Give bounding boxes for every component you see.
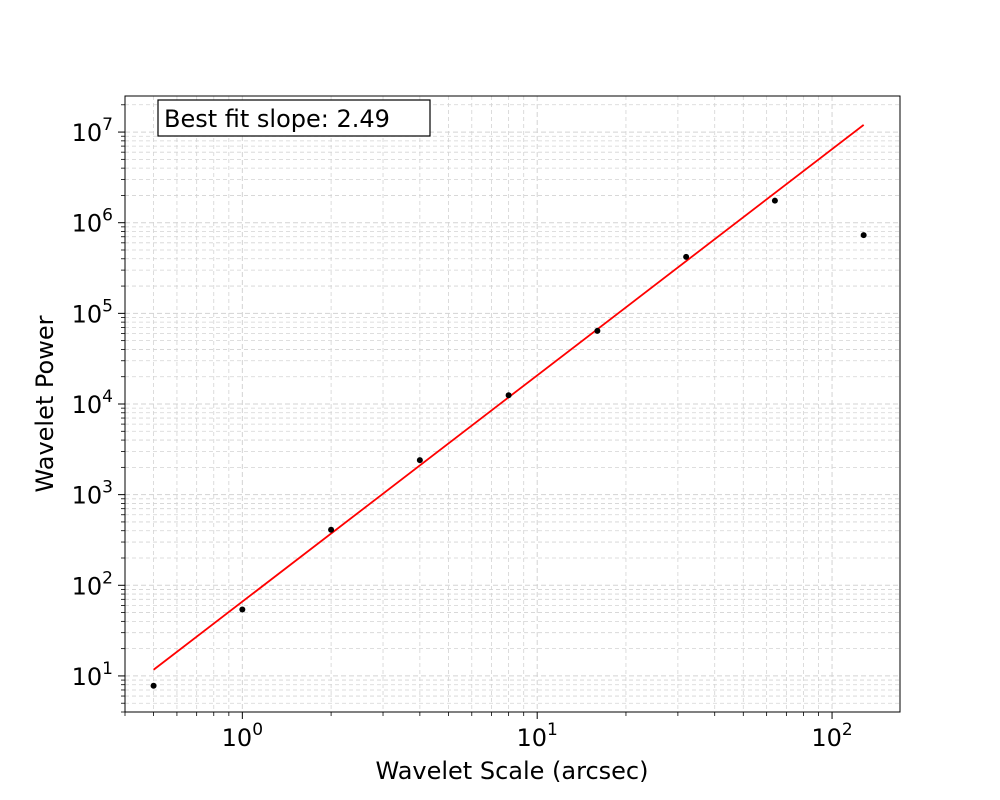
data-point — [328, 526, 335, 533]
x-tick-label: 101 — [517, 720, 558, 752]
y-tick-labels: 101 102 103 104 105 106 107 — [72, 115, 113, 691]
y-tick-label: 103 — [72, 478, 113, 510]
y-tick-label: 104 — [72, 387, 113, 419]
data-point — [416, 457, 423, 464]
x-tick-labels: 100 101 102 — [222, 720, 853, 752]
annotation-frame — [157, 99, 431, 137]
y-tick-label: 101 — [72, 659, 113, 691]
y-tick-label: 107 — [72, 115, 113, 147]
x-tick-label: 100 — [222, 720, 263, 752]
axis-ticks — [118, 104, 833, 719]
y-axis-label: Wavelet Power — [31, 315, 59, 492]
annotation-box: Best fit slope: 2.49 — [157, 99, 431, 137]
x-axis-label: Wavelet Scale (arcsec) — [376, 757, 649, 785]
x-tick-label: 102 — [811, 720, 852, 752]
y-tick-label: 102 — [72, 568, 113, 600]
data-point — [683, 253, 690, 260]
y-tick-label: 105 — [72, 296, 113, 328]
y-tick-label: 106 — [72, 206, 113, 238]
data-point — [594, 327, 601, 334]
annotation-text: Best fit slope: 2.49 — [164, 105, 390, 133]
data-point — [771, 197, 778, 204]
data-points — [150, 197, 867, 689]
data-point — [150, 682, 157, 689]
data-point — [239, 606, 246, 613]
data-point — [505, 392, 512, 399]
data-point — [860, 232, 867, 239]
